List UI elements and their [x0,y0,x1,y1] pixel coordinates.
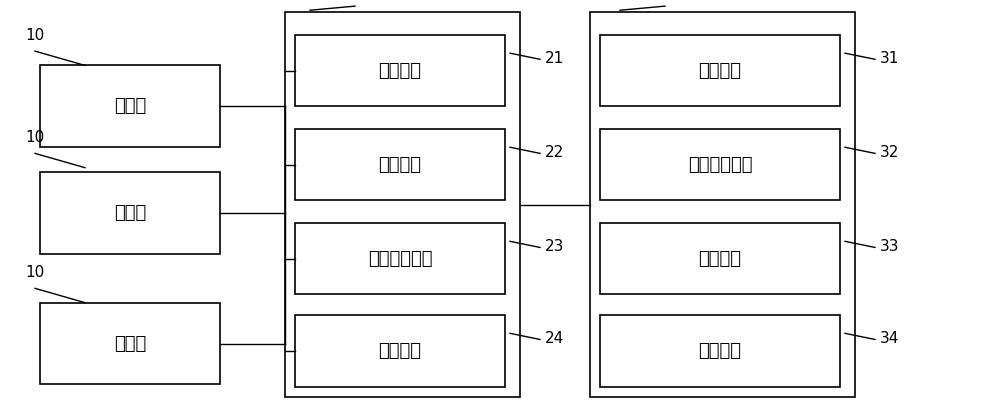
Text: 第一储能模块: 第一储能模块 [368,249,432,268]
Text: 32: 32 [880,145,899,160]
Bar [285,12,520,397]
Text: 31: 31 [880,51,899,65]
Bar [600,223,840,294]
Text: 21: 21 [545,51,564,65]
Bar [295,129,505,200]
Bar [40,65,220,147]
Text: 24: 24 [545,331,564,346]
Text: 10: 10 [25,28,44,43]
Text: 调度模块: 调度模块 [698,249,742,268]
Text: 用户端: 用户端 [114,204,146,222]
Text: 用户端: 用户端 [114,335,146,353]
Text: 22: 22 [545,145,564,160]
Text: 第二储能模块: 第二储能模块 [688,155,752,174]
Text: 10: 10 [25,265,44,280]
Text: 23: 23 [545,239,564,254]
Bar [600,35,840,106]
Text: 10: 10 [25,130,44,145]
Text: 安全模块: 安全模块 [698,342,742,360]
Bar [600,129,840,200]
Bar [600,315,840,387]
Bar [295,315,505,387]
Text: 用户端: 用户端 [114,97,146,115]
Text: 计算模块: 计算模块 [698,61,742,80]
Text: 控制模块: 控制模块 [378,61,421,80]
Text: 30: 30 [680,0,701,4]
Bar [295,223,505,294]
Text: 34: 34 [880,331,899,346]
Bar [40,172,220,254]
Text: 33: 33 [880,239,900,254]
Text: 监控模块: 监控模块 [378,342,421,360]
Bar [40,303,220,384]
Bar [295,35,505,106]
Text: 20: 20 [370,0,391,4]
Text: 通讯模块: 通讯模块 [378,155,421,174]
Bar [590,12,855,397]
